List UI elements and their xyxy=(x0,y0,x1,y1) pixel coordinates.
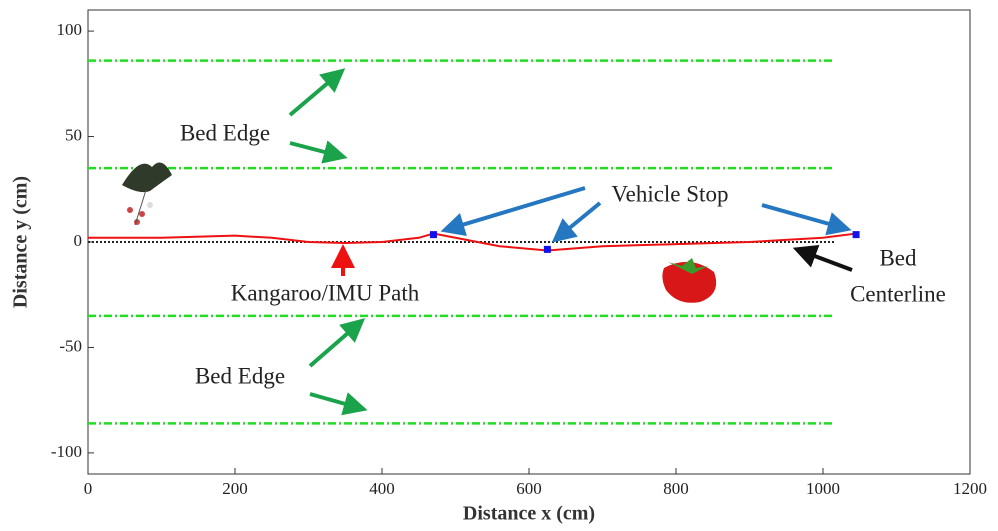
y-tick-label: -100 xyxy=(51,442,82,461)
x-tick-label: 0 xyxy=(84,479,93,498)
x-tick-label: 1200 xyxy=(953,479,987,498)
y-tick-label: -50 xyxy=(59,336,82,355)
annotation: Bed Edge xyxy=(180,120,270,145)
x-tick-label: 600 xyxy=(516,479,542,498)
y-axis-label: Distance y (cm) xyxy=(10,176,32,308)
x-tick-label: 800 xyxy=(663,479,689,498)
stop-point xyxy=(853,231,860,238)
annotation: Vehicle Stop xyxy=(612,181,729,206)
y-tick-label: 100 xyxy=(57,20,83,39)
chart: Bed Edge Bed Edge Vehicle Stop Kangaroo/… xyxy=(0,0,998,531)
x-tick-label: 200 xyxy=(222,479,248,498)
y-tick-label: 50 xyxy=(65,125,82,144)
x-tick-label: 400 xyxy=(369,479,395,498)
annotation: Bed xyxy=(879,245,917,270)
stop-point xyxy=(544,246,551,253)
stop-point xyxy=(430,231,437,238)
x-axis-label: Distance x (cm) xyxy=(463,503,595,525)
y-tick-label: 0 xyxy=(74,231,83,250)
annotation: Centerline xyxy=(850,281,946,306)
annotation: Kangaroo/IMU Path xyxy=(231,280,420,305)
annotation: Bed Edge xyxy=(195,363,285,388)
x-tick-label: 1000 xyxy=(806,479,840,498)
